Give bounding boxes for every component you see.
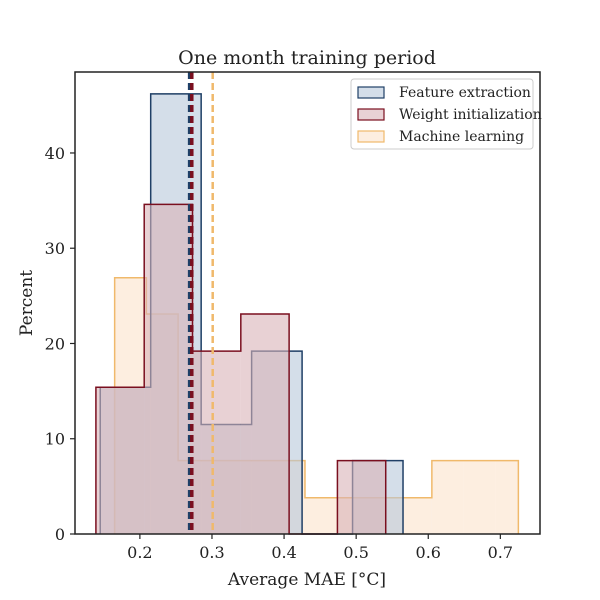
x-tick-label: 0.2 — [127, 543, 152, 562]
y-axis-ticks: 0 10 20 30 40 — [45, 144, 75, 544]
histogram-bar — [144, 204, 193, 534]
series-2 — [95, 203, 387, 535]
histogram-bar — [304, 497, 337, 534]
mean-lines — [187, 72, 214, 534]
legend-label: Machine learning — [399, 129, 524, 145]
legend-swatch — [357, 130, 385, 143]
y-tick-label: 0 — [55, 525, 65, 544]
legend-item: Machine learning — [357, 129, 524, 145]
y-axis-label: Percent — [17, 270, 37, 336]
y-tick-label: 40 — [45, 144, 65, 163]
series-layer — [95, 93, 520, 535]
y-tick-label: 30 — [45, 239, 65, 258]
legend-swatch — [357, 108, 385, 121]
x-tick-label: 0.6 — [416, 543, 441, 562]
x-tick-label: 0.7 — [488, 543, 513, 562]
histogram-outline — [95, 203, 387, 535]
histogram-bar — [240, 313, 290, 534]
histogram-bar — [337, 460, 386, 534]
x-axis-label: Average MAE [°C] — [227, 570, 386, 590]
legend-swatch — [357, 86, 385, 99]
histogram-bar — [495, 460, 519, 534]
legend-item: Feature extraction — [357, 85, 531, 101]
histogram-bar — [431, 460, 464, 534]
x-tick-label: 0.5 — [343, 543, 368, 562]
x-tick-label: 0.3 — [199, 543, 224, 562]
histogram-bar — [95, 387, 145, 534]
y-tick-label: 20 — [45, 334, 65, 353]
legend-item: Weight initialization — [357, 107, 542, 123]
plot-frame — [74, 71, 541, 535]
legend: Feature extraction Weight initialization M… — [350, 78, 542, 150]
plot-area — [95, 72, 520, 535]
legend-label: Weight initialization — [399, 107, 542, 123]
legend-label: Feature extraction — [399, 85, 531, 101]
y-tick-label: 10 — [45, 430, 65, 449]
histogram-bar — [192, 351, 241, 534]
histogram-bar — [400, 497, 432, 534]
x-axis-ticks: 0.2 0.3 0.4 0.5 0.6 0.7 — [127, 534, 513, 562]
histogram-bar — [463, 460, 496, 534]
chart-title: One month training period — [178, 47, 436, 69]
legend-box — [350, 78, 534, 150]
x-tick-label: 0.4 — [271, 543, 296, 562]
